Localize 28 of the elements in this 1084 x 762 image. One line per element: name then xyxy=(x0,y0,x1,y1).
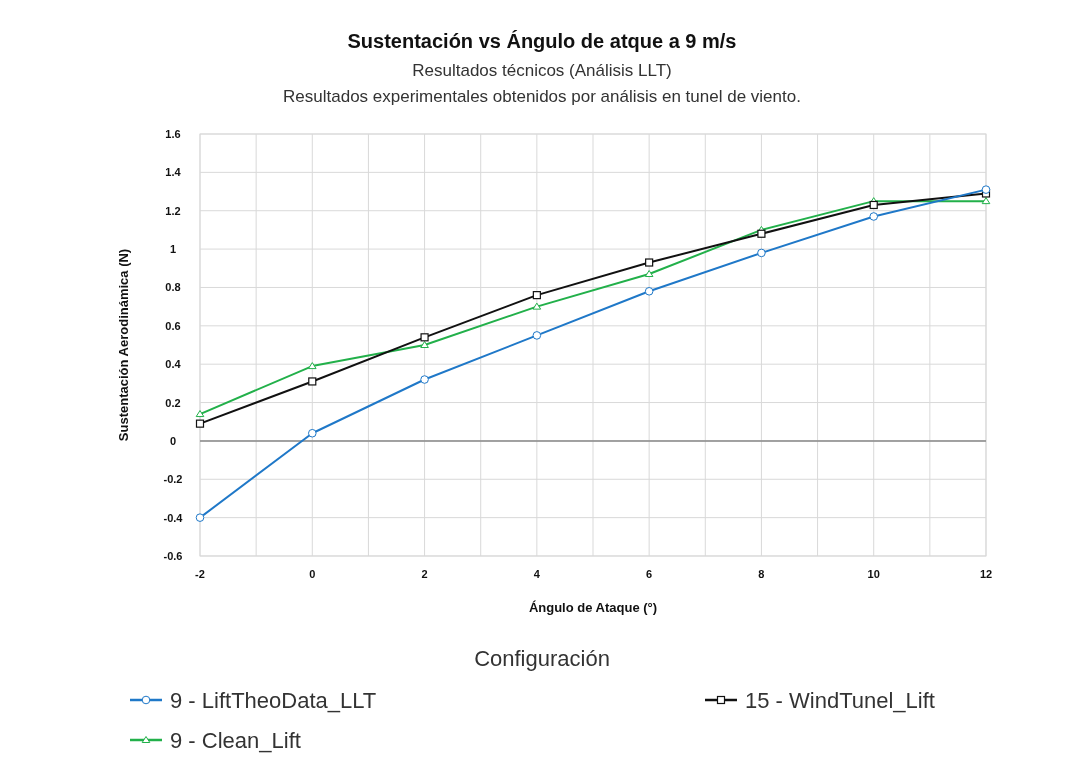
y-tick-label: 1.6 xyxy=(165,128,181,140)
x-tick-label: 6 xyxy=(646,568,653,580)
x-tick-label: 2 xyxy=(421,568,428,580)
legend-label: 9 - LiftTheoData_LLT xyxy=(170,688,377,713)
y-tick-label: 0.8 xyxy=(165,281,181,294)
chart-subtitle: Resultados técnicos (Análisis LLT) Resultados experimentales obtenidos por análisis en tunel de viento. xyxy=(283,61,801,106)
chart-title: Sustentación vs Ángulo de atque a 9 m/s xyxy=(347,30,737,52)
y-tick-label: 1.2 xyxy=(165,204,181,217)
y-tick-label: 0 xyxy=(169,434,177,447)
y-tick-label: 0.4 xyxy=(165,358,182,371)
legend-label: 15 - WindTunel_Lift xyxy=(745,688,935,713)
legend-label: 9 - Clean_Lift xyxy=(170,728,301,753)
y-tick-label: -0.2 xyxy=(163,473,183,486)
x-tick-label: 0 xyxy=(309,568,316,580)
legend-title: Configuración xyxy=(474,646,610,671)
x-tick-label: 4 xyxy=(533,568,541,580)
x-tick-label: -2 xyxy=(195,568,205,580)
x-axis-title: Ángulo de Ataque (°) xyxy=(528,600,658,615)
y-tick-label: 0.6 xyxy=(165,319,181,332)
y-tick-label: 1.4 xyxy=(165,166,182,179)
x-tick-label: 12 xyxy=(979,568,993,580)
x-tick-label: 8 xyxy=(758,568,765,580)
y-tick-label: -0.6 xyxy=(163,550,183,562)
y-axis-title: Sustentación Aerodinámica (N) xyxy=(116,248,131,442)
y-tick-label: -0.4 xyxy=(163,511,184,524)
y-tick-label: 1 xyxy=(169,243,177,256)
y-tick-label: 0.2 xyxy=(165,396,181,409)
x-tick-label: 10 xyxy=(867,568,880,580)
